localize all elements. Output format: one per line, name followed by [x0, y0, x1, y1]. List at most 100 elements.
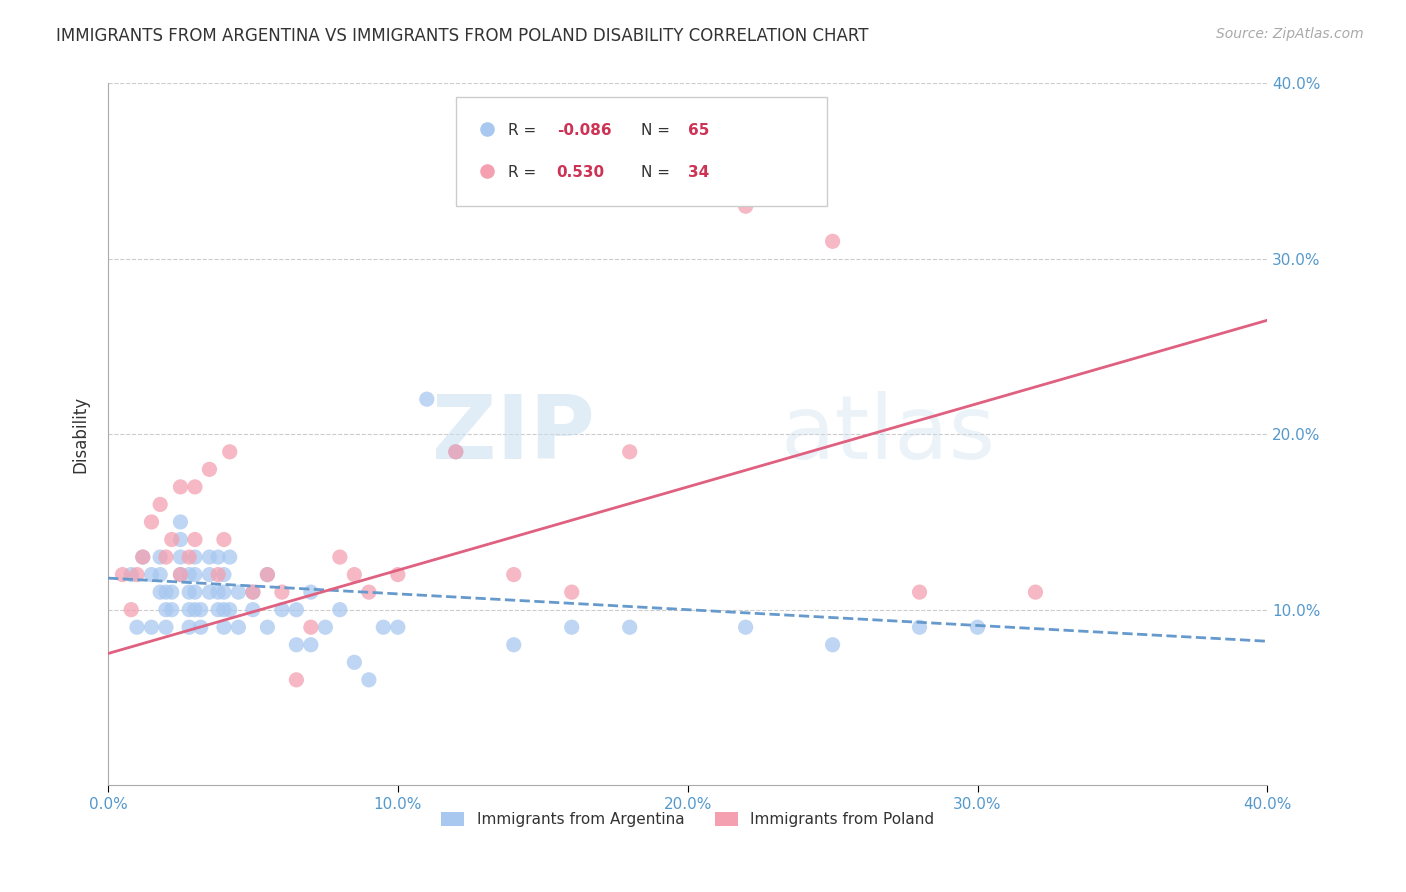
Point — [256, 620, 278, 634]
Point — [285, 673, 308, 687]
Point — [908, 585, 931, 599]
FancyBboxPatch shape — [456, 97, 827, 206]
Text: atlas: atlas — [780, 391, 995, 478]
Point — [179, 620, 201, 634]
Point — [160, 602, 183, 616]
Point — [179, 567, 201, 582]
Point — [329, 602, 352, 616]
Point — [212, 585, 235, 599]
Point — [184, 602, 207, 616]
Point — [1024, 585, 1046, 599]
Point — [179, 585, 201, 599]
Point — [212, 602, 235, 616]
Y-axis label: Disability: Disability — [72, 396, 89, 473]
Point — [416, 392, 439, 407]
Point — [357, 673, 380, 687]
Text: IMMIGRANTS FROM ARGENTINA VS IMMIGRANTS FROM POLAND DISABILITY CORRELATION CHART: IMMIGRANTS FROM ARGENTINA VS IMMIGRANTS … — [56, 27, 869, 45]
Point — [270, 585, 292, 599]
Point — [343, 655, 366, 669]
Point — [619, 620, 641, 634]
Point — [169, 533, 191, 547]
Text: N =: N = — [641, 123, 675, 138]
Point — [299, 638, 322, 652]
Point — [387, 567, 409, 582]
Point — [242, 585, 264, 599]
Point — [160, 533, 183, 547]
Point — [120, 602, 142, 616]
Point — [444, 445, 467, 459]
Point — [125, 567, 148, 582]
Point — [207, 567, 229, 582]
Point — [132, 550, 155, 565]
Point — [285, 602, 308, 616]
Point — [285, 638, 308, 652]
Point — [190, 602, 212, 616]
Point — [207, 550, 229, 565]
Point — [198, 550, 221, 565]
Point — [242, 585, 264, 599]
Point — [169, 480, 191, 494]
Point — [502, 567, 524, 582]
Point — [155, 620, 177, 634]
Point — [343, 567, 366, 582]
Point — [198, 462, 221, 476]
Text: 65: 65 — [688, 123, 709, 138]
Point — [734, 620, 756, 634]
Point — [184, 567, 207, 582]
Point — [179, 602, 201, 616]
Text: ZIP: ZIP — [432, 391, 595, 478]
Point — [373, 620, 395, 634]
Text: -0.086: -0.086 — [557, 123, 612, 138]
Point — [212, 533, 235, 547]
Point — [212, 620, 235, 634]
Point — [734, 199, 756, 213]
Point — [169, 550, 191, 565]
Point — [619, 445, 641, 459]
Point — [299, 620, 322, 634]
Point — [218, 602, 240, 616]
Text: 0.530: 0.530 — [557, 165, 605, 180]
Point — [141, 620, 163, 634]
Point — [169, 567, 191, 582]
Point — [357, 585, 380, 599]
Point — [184, 550, 207, 565]
Point — [132, 550, 155, 565]
Point — [149, 585, 172, 599]
Text: R =: R = — [508, 165, 541, 180]
Point — [184, 585, 207, 599]
Point — [561, 585, 583, 599]
Point — [966, 620, 988, 634]
Point — [155, 602, 177, 616]
Point — [228, 620, 250, 634]
Point — [256, 567, 278, 582]
Point — [160, 585, 183, 599]
Point — [821, 235, 844, 249]
Point — [198, 567, 221, 582]
Point — [149, 498, 172, 512]
Text: R =: R = — [508, 123, 541, 138]
Point — [169, 515, 191, 529]
Point — [502, 638, 524, 652]
Point — [141, 567, 163, 582]
Point — [299, 585, 322, 599]
Point — [184, 480, 207, 494]
Point — [125, 620, 148, 634]
Point — [242, 602, 264, 616]
Point — [207, 602, 229, 616]
Point — [218, 445, 240, 459]
Point — [184, 533, 207, 547]
Point — [155, 550, 177, 565]
Point — [111, 567, 134, 582]
Point — [270, 602, 292, 616]
Text: N =: N = — [641, 165, 675, 180]
Point — [329, 550, 352, 565]
Point — [179, 550, 201, 565]
Point — [149, 550, 172, 565]
Legend: Immigrants from Argentina, Immigrants from Poland: Immigrants from Argentina, Immigrants fr… — [436, 806, 941, 834]
Point — [149, 567, 172, 582]
Point — [314, 620, 336, 634]
Point — [207, 585, 229, 599]
Point — [387, 620, 409, 634]
Point — [821, 638, 844, 652]
Point — [256, 567, 278, 582]
